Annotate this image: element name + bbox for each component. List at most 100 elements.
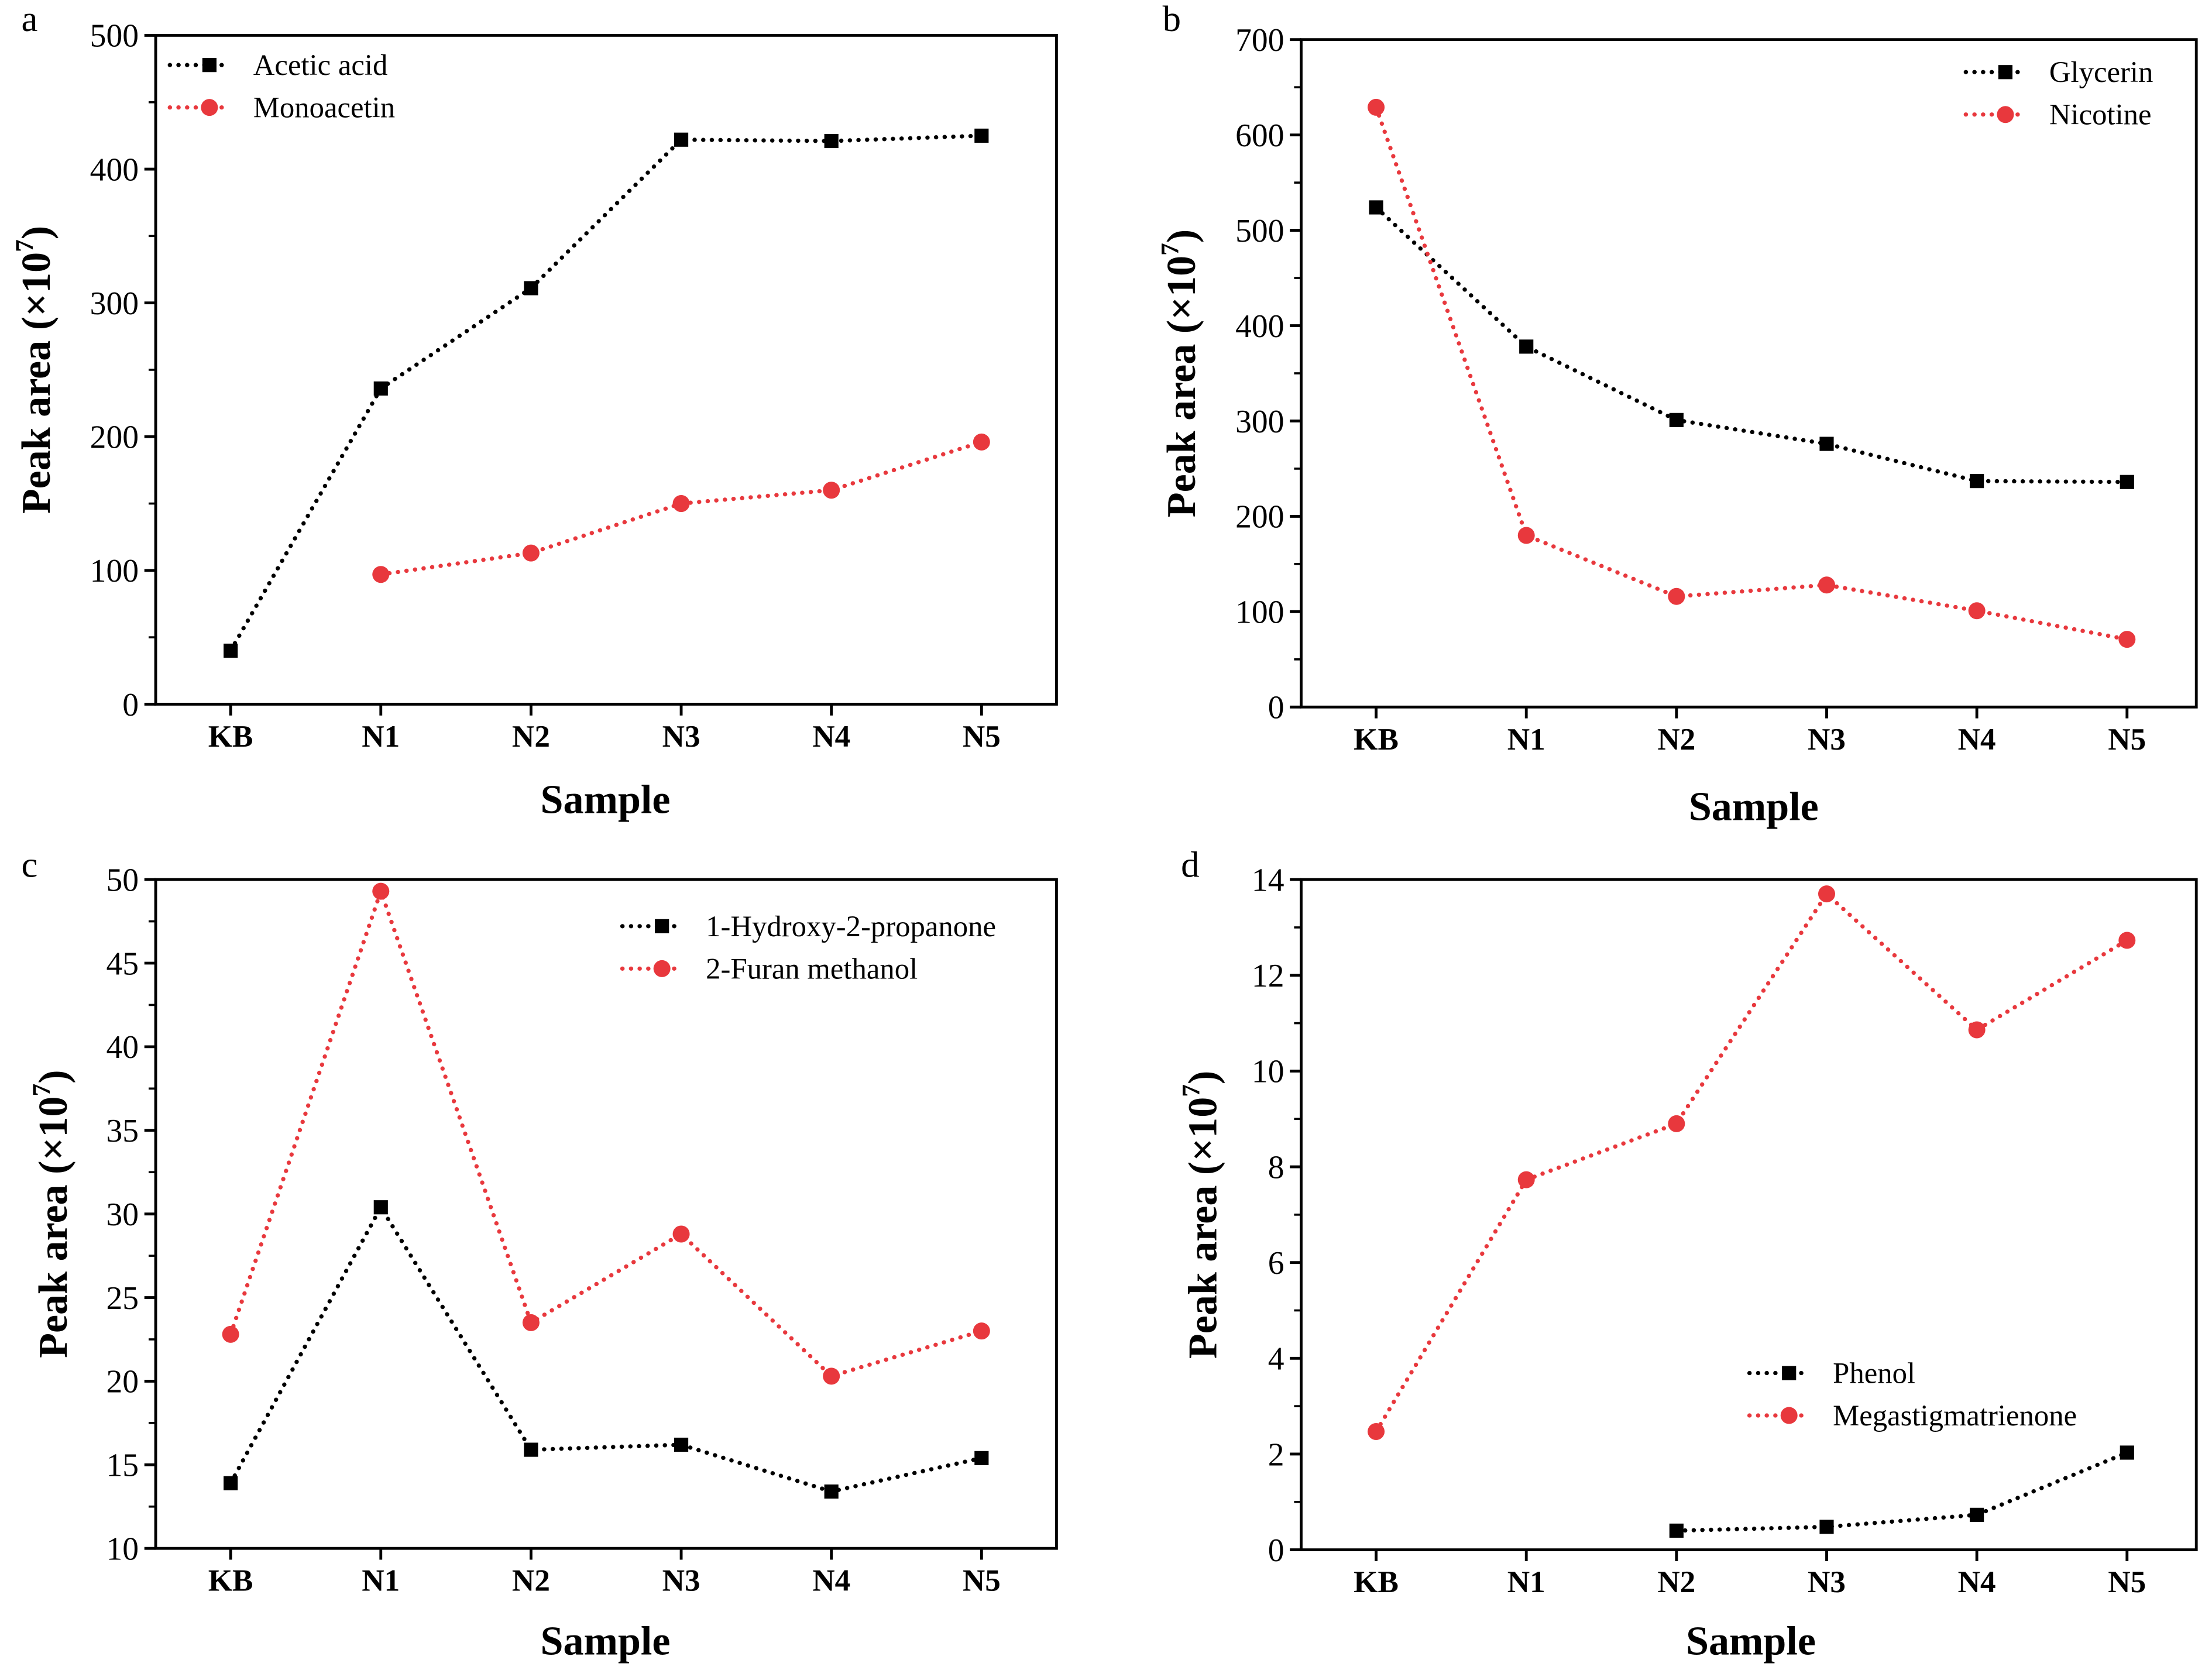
data-point-circle [1668, 1115, 1685, 1132]
data-point-square [524, 281, 538, 295]
y-tick-label: 400 [90, 152, 139, 188]
series-line [1373, 105, 2129, 642]
panel-letter: b [1163, 0, 1181, 39]
legend-marker-square [202, 58, 217, 73]
y-tick-label: 600 [1235, 118, 1284, 154]
x-tick-label: KB [208, 1564, 253, 1598]
x-tick-label: KB [208, 720, 253, 754]
x-axis-label: Sample [1689, 785, 1819, 830]
x-tick-label: N3 [1808, 1565, 1846, 1599]
plot-frame [154, 33, 1058, 706]
x-tick-label: N5 [963, 1564, 1001, 1598]
data-point-square [1819, 437, 1834, 451]
legend-marker-circle [201, 99, 218, 116]
data-point-circle [1517, 527, 1535, 544]
data-point-square [1970, 474, 1984, 489]
data-point-square [524, 1442, 538, 1457]
y-axis-label-close: ) [1180, 1071, 1225, 1084]
data-point-circle [1368, 1422, 1385, 1440]
y-axis-label-exponent: 7 [11, 239, 39, 252]
panel-d: d 0 2 4 6 8 10 12 14 KB N1 N2 N3 N4 N5 Sample Peak area … [1177, 844, 2198, 1664]
plot-frame [1300, 38, 2198, 709]
x-tick-label: N2 [512, 720, 550, 754]
data-point-circle [1668, 587, 1685, 605]
series-line [1373, 891, 2129, 1434]
data-point-circle [823, 1367, 840, 1385]
y-tick-label: 35 [106, 1113, 139, 1149]
series-line [228, 133, 984, 653]
legend-marker-circle [1997, 106, 2014, 123]
legend-label: Acetic acid [253, 49, 388, 81]
y-tick-label: 2 [1268, 1437, 1284, 1473]
data-point-circle [1968, 1021, 1986, 1039]
y-axis-label-close: ) [14, 226, 59, 239]
legend-marker-square [1782, 1366, 1797, 1380]
series-phenol: Phenol [1669, 1356, 2134, 1538]
y-tick-label: 0 [1268, 1532, 1284, 1569]
x-tick-label: N2 [512, 1564, 550, 1598]
legend-marker-circle [653, 960, 671, 977]
y-axis-label-text: Peak area (×10 [14, 252, 59, 514]
legend-label: 2-Furan methanol [706, 952, 918, 985]
y-axis-label-text: Peak area (×10 [1159, 256, 1204, 517]
x-tick-label: N5 [963, 720, 1001, 754]
x-tick-label: N3 [662, 1564, 700, 1598]
x-tick-label: N1 [362, 720, 400, 754]
series-nicotine: Nicotine [1368, 98, 2152, 648]
data-point-circle [672, 1225, 690, 1243]
x-tick-label: N1 [362, 1564, 400, 1598]
x-tick-label: N3 [662, 720, 700, 754]
data-point-square [1369, 200, 1383, 215]
data-point-square [1669, 1523, 1684, 1538]
data-point-circle [1968, 602, 1986, 620]
data-point-square [824, 1484, 839, 1499]
data-point-circle [2118, 631, 2136, 648]
y-tick-label: 500 [90, 18, 139, 54]
series-megastigmatrienone: Megastigmatrienone [1368, 885, 2136, 1440]
data-point-square [224, 1476, 238, 1490]
data-point-circle [1368, 98, 1385, 116]
x-tick-label: N4 [1958, 1565, 1996, 1599]
y-tick-label: 100 [90, 553, 139, 589]
y-tick-label: 400 [1235, 308, 1284, 345]
x-tick-label: N5 [2108, 723, 2146, 757]
y-axis-label: Peak area (×107) [1156, 229, 1204, 517]
legend-label: 1-Hydroxy-2-propanone [706, 910, 996, 943]
data-point-square [674, 132, 689, 147]
y-tick-label: 30 [106, 1197, 139, 1233]
data-point-circle [973, 433, 990, 451]
x-tick-label: N2 [1657, 723, 1695, 757]
series-2-furan-methanol: 2-Furan methanol [222, 882, 990, 1385]
x-axis-label: Sample [1686, 1619, 1816, 1664]
x-tick-label: N4 [1958, 723, 1996, 757]
y-tick-label: 300 [90, 286, 139, 322]
data-point-square [224, 643, 238, 658]
y-tick-label: 4 [1268, 1341, 1284, 1377]
x-tick-label: N1 [1507, 1565, 1545, 1599]
plot-frame [1300, 878, 2198, 1552]
y-tick-label: 200 [1235, 499, 1284, 535]
data-point-circle [672, 495, 690, 513]
data-point-circle [372, 882, 390, 900]
x-axis-label: Sample [541, 1619, 671, 1664]
y-axis-label-exponent: 7 [1177, 1084, 1205, 1097]
legend-marker-circle [1780, 1407, 1798, 1424]
y-tick-label: 8 [1268, 1149, 1284, 1186]
panel-c: c 10 15 20 25 30 35 40 45 50 KB N1 N2 N3 N4 N5 Sample Pea… [21, 844, 1058, 1664]
data-point-square [1519, 339, 1534, 354]
x-tick-label: KB [1354, 723, 1399, 757]
legend-label: Phenol [1833, 1356, 1915, 1389]
data-point-square [824, 133, 839, 149]
y-tick-label: 14 [1252, 862, 1284, 898]
y-axis-label-close: ) [31, 1070, 76, 1083]
data-point-circle [372, 566, 390, 583]
legend-marker-square [655, 919, 669, 933]
data-point-square [373, 1200, 388, 1215]
legend-label: Glycerin [2049, 56, 2153, 88]
y-tick-label: 15 [106, 1448, 139, 1484]
panel-b: b 0 100 200 300 400 500 600 700 KB N1 N2 N3 N4 N5 Sampl… [1156, 0, 2198, 830]
data-point-circle [522, 1314, 540, 1331]
y-tick-label: 25 [106, 1280, 139, 1317]
y-tick-label: 10 [106, 1531, 139, 1568]
data-point-square [2120, 475, 2134, 489]
